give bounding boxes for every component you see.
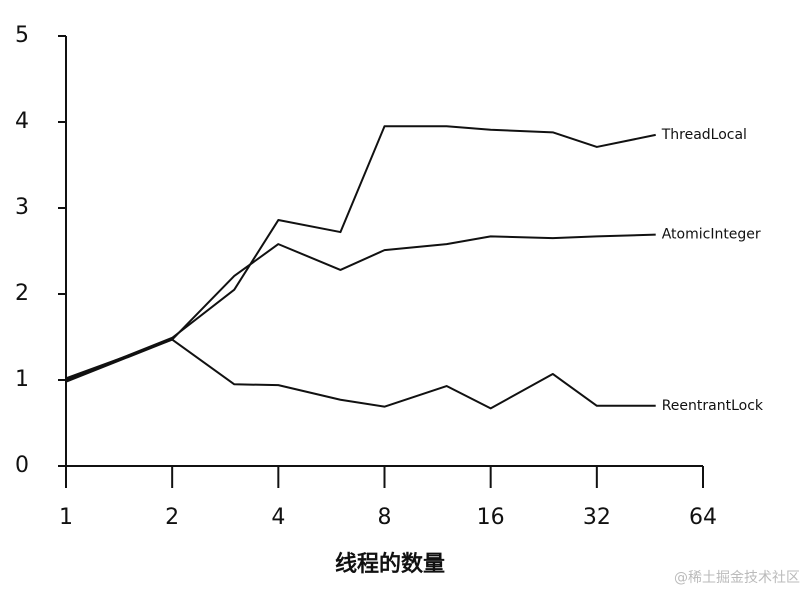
x-tick-label: 8: [378, 505, 392, 530]
x-tick-label: 64: [689, 505, 717, 530]
series-label: AtomicInteger: [662, 227, 761, 243]
series-line: [65, 125, 656, 381]
x-axis-title: 线程的数量: [335, 551, 445, 577]
x-tick-label: 16: [477, 505, 505, 530]
y-tick-label: 3: [15, 195, 29, 220]
series-label: ReentrantLock: [662, 398, 764, 414]
y-tick-label: 0: [15, 453, 29, 478]
y-tick-label: 1: [15, 367, 29, 392]
series-line: [65, 338, 656, 410]
x-tick-label: 32: [583, 505, 611, 530]
x-tick-label: 2: [165, 505, 179, 530]
y-tick-label: 4: [15, 109, 29, 134]
x-tick-label: 1: [59, 505, 73, 530]
x-tick-label: 4: [271, 505, 285, 530]
series-line: [65, 233, 656, 383]
y-tick-label: 2: [15, 281, 29, 306]
series-label: ThreadLocal: [661, 127, 747, 143]
watermark: @稀土掘金技术社区: [674, 570, 800, 586]
y-tick-label: 5: [15, 23, 29, 48]
